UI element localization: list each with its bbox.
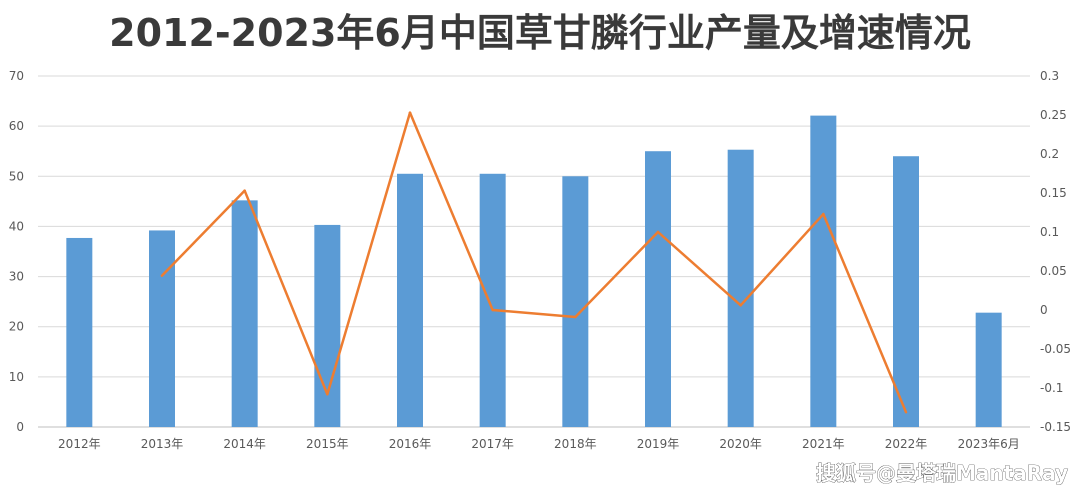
line-segment [160,189,246,277]
line-segment [326,111,412,396]
line-segment [822,212,908,414]
right-axis-tick-label: 0.2 [1040,147,1059,161]
right-axis-tick-label: -0.15 [1040,420,1071,434]
x-axis-tick-label: 2016年 [389,437,432,451]
x-axis-tick-label: 2018年 [554,437,597,451]
line-segment [574,230,660,319]
x-axis-tick-label: 2015年 [306,437,349,451]
bar [893,156,919,427]
right-axis-tick-label: 0.15 [1040,186,1067,200]
right-axis-tick-label: 0.3 [1040,69,1059,83]
line-segment [739,212,825,307]
line-segment [491,308,577,319]
line-series [160,111,908,414]
x-axis-tick-label: 2013年 [141,437,184,451]
left-axis-tick-label: 60 [9,119,24,133]
bar [314,224,341,427]
bar [149,230,175,427]
line-segment [656,230,742,307]
x-axis-tick-label: 2019年 [637,437,680,451]
right-axis-ticks: -0.15 -0.1 -0.05 0 0.05 0.1 0.15 0.2 0.25 0.3 [1040,69,1071,434]
x-axis-tick-label: 2021年 [802,437,845,451]
line-segment [408,111,494,312]
right-axis-tick-label: -0.1 [1040,381,1063,395]
left-axis-tick-label: 50 [9,169,24,183]
left-axis-tick-label: 0 [16,420,24,434]
bar-series [66,115,1002,427]
right-axis-tick-label: 0.05 [1040,264,1067,278]
watermark-text: 搜狐号@曼塔瑞MantaRay [816,461,1068,485]
bar [397,173,423,427]
x-axis-tick-label: 2014年 [223,437,266,451]
line-segment [243,189,329,396]
left-axis-tick-label: 40 [9,219,24,233]
gridlines [38,75,1030,428]
x-axis-tick-label: 2023年6月 [958,437,1020,451]
bar [479,173,506,427]
x-axis-tick-label: 2020年 [719,437,762,451]
left-axis-tick-label: 10 [9,370,24,384]
left-axis-ticks: 0 10 20 30 40 50 60 70 [9,69,24,434]
chart-title: 2012-2023年6月中国草甘膦行业产量及增速情况 [109,11,971,55]
x-axis-tick-label: 2017年 [471,437,514,451]
right-axis-tick-label: 0.25 [1040,108,1067,122]
x-axis-tick-label: 2022年 [885,437,928,451]
bar [727,149,754,427]
bar [645,151,671,427]
left-axis-tick-label: 30 [9,270,24,284]
x-axis-tick-label: 2012年 [58,437,101,451]
right-axis-tick-label: 0.1 [1040,225,1059,239]
right-axis-tick-label: 0 [1040,303,1048,317]
left-axis-tick-label: 70 [9,69,24,83]
bar [231,200,258,427]
bar [975,312,1002,427]
left-axis-tick-label: 20 [9,320,24,334]
x-axis-ticks: 2012年 2013年 2014年 2015年 2016年 2017年 2018年 2019年… [58,437,1020,451]
bar [810,115,837,427]
bar [562,176,589,427]
bar [66,237,93,427]
right-axis-tick-label: -0.05 [1040,342,1071,356]
